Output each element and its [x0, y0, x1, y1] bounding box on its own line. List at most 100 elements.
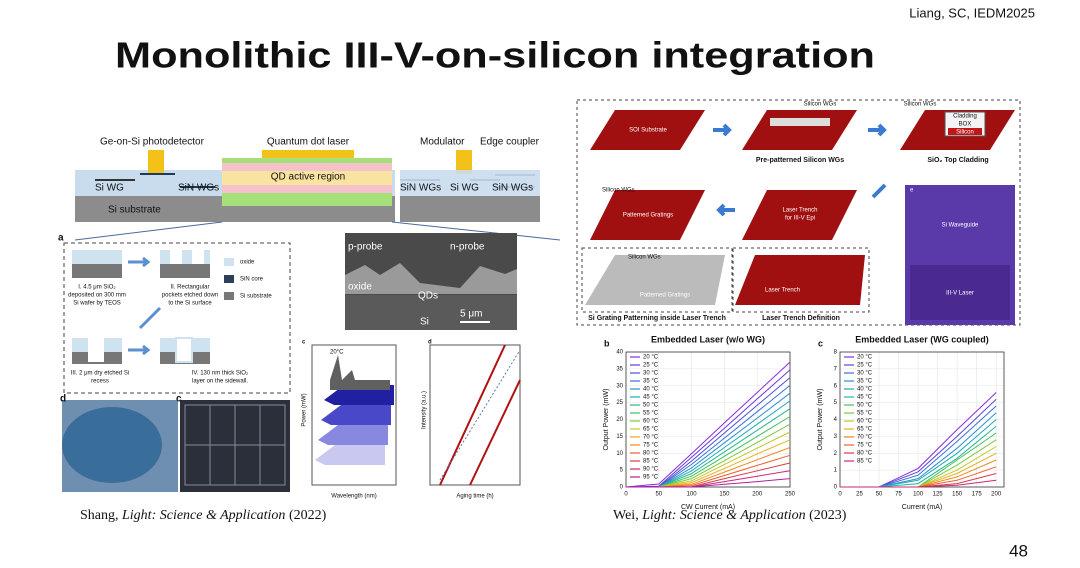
y-tick-label: 30 — [616, 383, 623, 389]
label: Silicon WGs — [602, 188, 635, 194]
x-tick-label: 100 — [913, 492, 924, 498]
x-tick-label: 250 — [785, 492, 796, 498]
label: Patterned Gratings — [640, 293, 690, 299]
label: SiN WGs — [400, 183, 441, 194]
label: Laser Trench — [782, 208, 817, 214]
step-text: pockets etched down — [162, 293, 218, 299]
x-tick-label: 50 — [876, 492, 883, 498]
label: Laser Trench Definition — [762, 315, 840, 322]
legend-entry: 50 °C — [857, 403, 873, 409]
legend-entry: SiN core — [240, 277, 264, 283]
caption-author: Wei, — [613, 508, 639, 523]
legend-entry: 25 °C — [643, 363, 659, 369]
chart-title: Embedded Laser (WG coupled) — [855, 334, 989, 344]
x-tick-label: 25 — [856, 492, 863, 498]
label: SiO₂ Top Cladding — [927, 157, 988, 164]
legend-entry: 70 °C — [857, 435, 873, 441]
caption-journal: Light: Science & Application — [641, 508, 805, 523]
x-tick-label: 0 — [624, 492, 628, 498]
legend-entry: 55 °C — [643, 411, 659, 417]
legend-entry: 30 °C — [857, 371, 873, 377]
legend-entry: 80 °C — [857, 451, 873, 457]
caption: Shang, Light: Science & Application (202… — [80, 508, 327, 523]
label: Quantum dot laser — [267, 137, 350, 148]
axis-label: Intensity (a.u.) — [422, 391, 428, 429]
integration-schematic: Ge-on-Si photodetector Quantum dot laser… — [74, 137, 561, 241]
axis-label: Aging time (h) — [456, 494, 493, 500]
legend-entry: 85 °C — [643, 459, 659, 465]
step-text: I. 4.5 μm SiO₂ — [78, 285, 116, 291]
panel-label: c — [302, 340, 306, 346]
panel-label: e — [910, 188, 914, 194]
step-text: to the Si surface — [168, 301, 212, 307]
process-panel: a oxide SiN core Si substrate I. 4.5 μm … — [58, 233, 291, 394]
legend-entry: 40 °C — [643, 387, 659, 393]
label: Modulator — [420, 137, 465, 148]
panel-label: b — [604, 338, 610, 348]
sem-image: p-probe n-probe oxide QDs Si 5 μm — [345, 233, 517, 330]
photos: d c — [60, 394, 290, 492]
legend-entry: 55 °C — [857, 411, 873, 417]
x-tick-label: 125 — [933, 492, 944, 498]
label: SiN WGs — [492, 183, 533, 194]
label: Si — [420, 317, 429, 328]
label: Si WG — [95, 183, 124, 194]
label: Si Waveguide — [942, 223, 979, 229]
legend-entry: 45 °C — [857, 395, 873, 401]
legend-entry: Si substrate — [240, 294, 272, 300]
slide-title: Monolithic III-V-on-silicon integration — [115, 35, 875, 76]
x-tick-label: 150 — [952, 492, 963, 498]
step-text: layer on the sidewall. — [192, 379, 248, 385]
label: III-V Laser — [946, 291, 974, 297]
label: Si Grating Patterning inside Laser Trenc… — [588, 315, 726, 322]
x-tick-label: 100 — [687, 492, 698, 498]
page-number: 48 — [1009, 541, 1028, 560]
caption-author: Shang, — [80, 508, 119, 523]
legend-entry: 75 °C — [857, 443, 873, 449]
step-text: deposited on 300 mm — [68, 293, 126, 299]
label: Edge coupler — [480, 137, 540, 148]
label: 20°C — [330, 350, 344, 356]
x-tick-label: 50 — [655, 492, 662, 498]
label: Silicon — [956, 130, 974, 136]
label: Ge-on-Si photodetector — [100, 137, 205, 148]
x-tick-label: 75 — [895, 492, 902, 498]
series-line — [840, 479, 997, 488]
y-tick-label: 0 — [834, 485, 838, 491]
legend-entry: 60 °C — [857, 419, 873, 425]
caption-journal: Light: Science & Application — [121, 508, 285, 523]
legend-entry: 65 °C — [643, 427, 659, 433]
label: Silicon WGs — [904, 102, 937, 108]
label: QDs — [418, 291, 438, 302]
label: SiN WGs — [178, 183, 219, 194]
label: n-probe — [450, 242, 485, 253]
y-tick-label: 1 — [834, 468, 838, 474]
label: QD active region — [271, 172, 345, 183]
axis-label: Wavelength (nm) — [331, 494, 376, 500]
caption-year: (2023) — [809, 508, 847, 523]
label: Silicon WGs — [804, 102, 837, 108]
legend-entry: 25 °C — [857, 363, 873, 369]
step-text: Si wafer by TEOS — [73, 301, 121, 307]
panel-label: c — [818, 338, 823, 348]
axis-label: Power (mW) — [302, 393, 308, 426]
plot-frame — [625, 351, 791, 488]
y-tick-label: 0 — [620, 485, 624, 491]
panel-label: a — [58, 233, 64, 244]
label: BOX — [959, 122, 972, 128]
label: Si WG — [450, 183, 479, 194]
label: Silicon WGs — [628, 255, 661, 261]
y-tick-label: 5 — [834, 400, 838, 406]
legend-entry: 70 °C — [643, 435, 659, 441]
y-tick-label: 8 — [834, 350, 838, 356]
legend-entry: 20 °C — [643, 355, 659, 361]
label: Patterned Gratings — [623, 213, 673, 219]
legend-entry: 35 °C — [643, 379, 659, 385]
spectra-panel: c 20°C Wavelength (nm) Power (mW) d Agin… — [302, 340, 521, 500]
label: Cladding — [953, 114, 977, 120]
x-tick-label: 200 — [991, 492, 1002, 498]
legend-entry: 20 °C — [857, 355, 873, 361]
legend-entry: 95 °C — [643, 475, 659, 481]
caption: Wei, Light: Science & Application (2023) — [613, 508, 847, 523]
